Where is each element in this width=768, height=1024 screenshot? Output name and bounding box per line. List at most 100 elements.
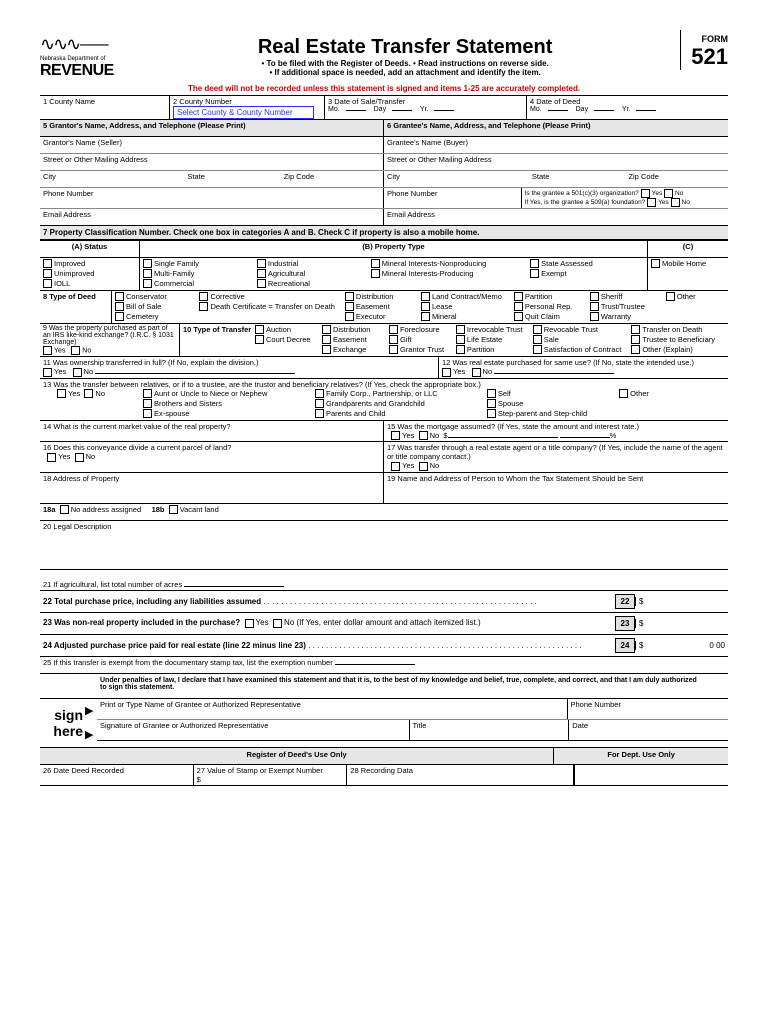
checkbox[interactable] bbox=[533, 345, 542, 354]
checkbox[interactable] bbox=[590, 292, 599, 301]
field-date-of-sale[interactable]: 3 Date of Sale/Transfer Mo. Day Yr. bbox=[325, 96, 527, 119]
checkbox[interactable] bbox=[257, 269, 266, 278]
checkbox[interactable] bbox=[533, 325, 542, 334]
checkbox[interactable] bbox=[487, 399, 496, 408]
checkbox-17-no[interactable] bbox=[419, 462, 428, 471]
grantor-name[interactable]: Grantor's Name (Seller) bbox=[40, 137, 384, 153]
checkbox-509a-no[interactable] bbox=[671, 198, 680, 207]
checkbox[interactable] bbox=[456, 345, 465, 354]
checkbox[interactable] bbox=[43, 279, 52, 288]
checkbox-18b[interactable] bbox=[169, 505, 178, 514]
checkbox[interactable] bbox=[590, 312, 599, 321]
field-county-name[interactable]: 1 County Name bbox=[40, 96, 170, 119]
checkbox-9-no[interactable] bbox=[71, 346, 80, 355]
checkbox-11-no[interactable] bbox=[73, 368, 82, 377]
checkbox[interactable] bbox=[143, 389, 152, 398]
checkbox[interactable] bbox=[651, 259, 660, 268]
checkbox[interactable] bbox=[255, 325, 264, 334]
checkbox[interactable] bbox=[421, 312, 430, 321]
checkbox[interactable] bbox=[43, 259, 52, 268]
field-28[interactable]: 28 Recording Data bbox=[347, 765, 574, 785]
grantee-city-state-zip[interactable]: CityStateZip Code bbox=[384, 171, 728, 187]
checkbox-17-yes[interactable] bbox=[391, 462, 400, 471]
checkbox[interactable] bbox=[514, 312, 523, 321]
checkbox-12-yes[interactable] bbox=[442, 368, 451, 377]
grantor-street[interactable]: Street or Other Mailing Address bbox=[40, 154, 384, 170]
checkbox[interactable] bbox=[115, 312, 124, 321]
checkbox[interactable] bbox=[514, 302, 523, 311]
field-county-number[interactable]: 2 County Number Select County & County N… bbox=[170, 96, 325, 119]
section-25[interactable]: 25 If this transfer is exempt from the d… bbox=[40, 657, 728, 673]
checkbox[interactable] bbox=[389, 345, 398, 354]
checkbox[interactable] bbox=[322, 345, 331, 354]
checkbox[interactable] bbox=[345, 302, 354, 311]
print-name-field[interactable]: Print or Type Name of Grantee or Authori… bbox=[97, 699, 568, 719]
checkbox-18a[interactable] bbox=[60, 505, 69, 514]
checkbox[interactable] bbox=[199, 302, 208, 311]
field-26[interactable]: 26 Date Deed Recorded bbox=[40, 765, 194, 785]
grantor-email[interactable]: Email Address bbox=[40, 209, 384, 225]
section-14[interactable]: 14 What is the current market value of t… bbox=[40, 421, 384, 442]
checkbox[interactable] bbox=[257, 259, 266, 268]
checkbox[interactable] bbox=[389, 325, 398, 334]
checkbox[interactable] bbox=[530, 269, 539, 278]
checkbox[interactable] bbox=[315, 389, 324, 398]
checkbox[interactable] bbox=[421, 292, 430, 301]
checkbox-16-yes[interactable] bbox=[47, 453, 56, 462]
checkbox[interactable] bbox=[199, 292, 208, 301]
checkbox-509a-yes[interactable] bbox=[647, 198, 656, 207]
checkbox-23-yes[interactable] bbox=[245, 619, 254, 628]
checkbox[interactable] bbox=[322, 335, 331, 344]
checkbox-13-yes[interactable] bbox=[57, 389, 66, 398]
checkbox[interactable] bbox=[315, 399, 324, 408]
checkbox[interactable] bbox=[631, 345, 640, 354]
checkbox[interactable] bbox=[143, 279, 152, 288]
checkbox-13-no[interactable] bbox=[84, 389, 93, 398]
grantor-city-state-zip[interactable]: CityStateZip Code bbox=[40, 171, 384, 187]
checkbox[interactable] bbox=[257, 279, 266, 288]
checkbox[interactable] bbox=[115, 302, 124, 311]
checkbox[interactable] bbox=[43, 269, 52, 278]
section-20-legal-description[interactable]: 20 Legal Description bbox=[40, 521, 728, 569]
checkbox[interactable] bbox=[143, 409, 152, 418]
checkbox[interactable] bbox=[421, 302, 430, 311]
checkbox-501c3-yes[interactable] bbox=[641, 189, 650, 198]
checkbox[interactable] bbox=[487, 409, 496, 418]
checkbox[interactable] bbox=[456, 335, 465, 344]
checkbox[interactable] bbox=[255, 335, 264, 344]
checkbox-501c3-no[interactable] bbox=[664, 189, 673, 198]
signature-field[interactable]: Signature of Grantee or Authorized Repre… bbox=[97, 720, 410, 740]
field-27[interactable]: 27 Value of Stamp or Exempt Number$ bbox=[194, 765, 348, 785]
section-21[interactable]: 21 If agricultural, list total number of… bbox=[40, 570, 728, 590]
field-date-of-deed[interactable]: 4 Date of Deed Mo. Day Yr. bbox=[527, 96, 728, 119]
checkbox[interactable] bbox=[143, 259, 152, 268]
checkbox[interactable] bbox=[389, 335, 398, 344]
grantee-street[interactable]: Street or Other Mailing Address bbox=[384, 154, 728, 170]
checkbox-16-no[interactable] bbox=[75, 453, 84, 462]
section-19[interactable]: 19 Name and Address of Person to Whom th… bbox=[384, 473, 728, 503]
checkbox[interactable] bbox=[143, 269, 152, 278]
checkbox[interactable] bbox=[631, 325, 640, 334]
grantee-name[interactable]: Grantee's Name (Buyer) bbox=[384, 137, 728, 153]
grantor-phone[interactable]: Phone Number bbox=[40, 188, 384, 208]
checkbox-15-no[interactable] bbox=[419, 431, 428, 440]
checkbox[interactable] bbox=[619, 389, 628, 398]
section-18[interactable]: 18 Address of Property bbox=[40, 473, 384, 503]
county-select-placeholder[interactable]: Select County & County Number bbox=[173, 106, 314, 119]
grantee-email[interactable]: Email Address bbox=[384, 209, 728, 225]
checkbox[interactable] bbox=[345, 312, 354, 321]
checkbox[interactable] bbox=[487, 389, 496, 398]
phone-field[interactable]: Phone Number bbox=[568, 699, 729, 719]
checkbox[interactable] bbox=[345, 292, 354, 301]
checkbox[interactable] bbox=[371, 269, 380, 278]
checkbox[interactable] bbox=[315, 409, 324, 418]
checkbox[interactable] bbox=[115, 292, 124, 301]
checkbox[interactable] bbox=[533, 335, 542, 344]
checkbox[interactable] bbox=[514, 292, 523, 301]
checkbox-23-no[interactable] bbox=[273, 619, 282, 628]
checkbox-15-yes[interactable] bbox=[391, 431, 400, 440]
checkbox[interactable] bbox=[456, 325, 465, 334]
checkbox[interactable] bbox=[530, 259, 539, 268]
checkbox[interactable] bbox=[590, 302, 599, 311]
checkbox-12-no[interactable] bbox=[472, 368, 481, 377]
